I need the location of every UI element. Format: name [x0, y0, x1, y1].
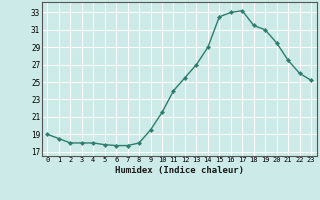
X-axis label: Humidex (Indice chaleur): Humidex (Indice chaleur) — [115, 166, 244, 175]
